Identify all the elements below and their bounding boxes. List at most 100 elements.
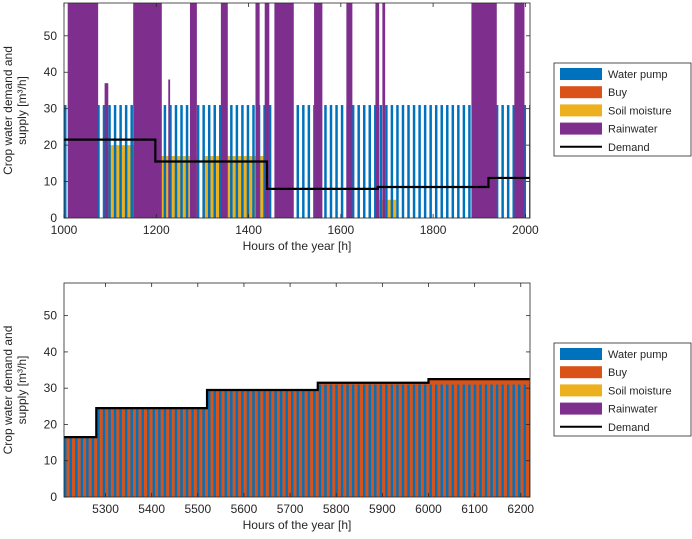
legend: Water pump Buy Soil moisture Rainwater Deman… xyxy=(553,62,692,157)
axes-box xyxy=(63,282,531,498)
y-tick-label: 30 xyxy=(44,102,58,116)
water-pump-pulse xyxy=(379,105,383,218)
water-pump-pulse xyxy=(407,105,410,218)
rainwater-band xyxy=(382,3,386,218)
water-pump-pulse xyxy=(451,384,455,497)
rainwater-band xyxy=(314,3,323,218)
water-pump-pulse xyxy=(429,105,432,218)
x-axis-label: Hours of the year [h] xyxy=(243,239,352,253)
water-pump-pulse xyxy=(396,384,399,497)
water-pump-pulse xyxy=(512,384,515,497)
water-pump-pulse xyxy=(124,408,128,497)
legend-swatch-rainwater xyxy=(560,122,602,135)
water-pump-pulse xyxy=(401,105,405,218)
water-pump-pulse xyxy=(207,390,211,497)
water-pump-pulse xyxy=(329,384,333,497)
water-pump-pulse xyxy=(241,390,244,497)
water-pump-pulse xyxy=(324,105,327,218)
x-tick-label: 5300 xyxy=(92,502,119,516)
water-pump-pulse xyxy=(418,105,421,218)
water-pump-pulse xyxy=(324,384,327,497)
water-pump-pulse xyxy=(119,408,122,497)
water-pump-pulse xyxy=(97,408,100,497)
water-pump-pulse xyxy=(374,105,377,218)
water-pump-pulse xyxy=(529,384,530,497)
water-pump-pulse xyxy=(462,384,466,497)
water-pump-pulse xyxy=(335,105,338,218)
water-pump-pulse xyxy=(379,384,383,497)
y-tick-label: 50 xyxy=(44,29,58,43)
water-pump-pulse xyxy=(64,105,67,218)
y-tick-label: 10 xyxy=(44,454,58,468)
legend-label: Soil moisture xyxy=(608,105,672,117)
water-pump-pulse xyxy=(523,105,527,218)
water-pump-pulse xyxy=(130,408,133,497)
water-pump-pulse xyxy=(440,384,443,497)
water-pump-pulse xyxy=(185,408,189,497)
legend-label: Water pump xyxy=(608,349,668,361)
water-pump-pulse xyxy=(246,390,250,497)
water-pump-pulse xyxy=(102,105,106,218)
water-pump-pulse xyxy=(296,105,300,218)
water-pump-pulse xyxy=(512,105,515,218)
water-pump-pulse xyxy=(368,105,372,218)
water-pump-pulse xyxy=(346,384,349,497)
rainwater-band xyxy=(220,3,228,218)
x-tick-label: 1600 xyxy=(327,223,354,237)
water-pump-pulse xyxy=(501,384,504,497)
water-pump-pulse xyxy=(429,384,432,497)
legend-label: Demand xyxy=(608,142,650,154)
water-pump-pulse xyxy=(484,384,488,497)
x-tick-label: 6000 xyxy=(415,502,442,516)
water-pump-pulse xyxy=(462,105,466,218)
water-pump-pulse xyxy=(457,384,460,497)
water-pump-pulse xyxy=(495,105,499,218)
water-pump-pulse xyxy=(313,390,316,497)
y-tick-label: 0 xyxy=(50,490,57,504)
rainwater-band xyxy=(264,3,270,218)
rainwater-band xyxy=(471,3,497,218)
legend-swatch-soil-moisture xyxy=(560,104,602,117)
x-tick-label: 1000 xyxy=(51,223,78,237)
water-pump-pulse xyxy=(374,384,377,497)
water-pump-pulse xyxy=(291,390,294,497)
water-pump-pulse xyxy=(174,408,178,497)
water-pump-pulse xyxy=(257,390,261,497)
water-pump-pulse xyxy=(446,384,449,497)
y-axis-label: Crop water demand and xyxy=(1,46,15,175)
legend-label: Rainwater xyxy=(608,124,658,136)
water-pump-pulse xyxy=(490,384,493,497)
y-tick-label: 30 xyxy=(44,381,58,395)
x-tick-label: 1400 xyxy=(235,223,262,237)
legend: Water pump Buy Soil moisture Rainwater Deman… xyxy=(553,342,692,437)
y-axis-label: supply [m³/h] xyxy=(15,76,29,145)
rainwater-band xyxy=(514,3,525,218)
x-tick-label: 6200 xyxy=(507,502,534,516)
water-pump-pulse xyxy=(169,408,172,497)
water-pump-pulse xyxy=(385,384,388,497)
water-pump-pulse xyxy=(124,105,128,218)
water-pump-pulse xyxy=(141,408,145,497)
water-pump-pulse xyxy=(152,408,156,497)
water-pump-pulse xyxy=(180,408,183,497)
rainwater-band xyxy=(255,3,260,218)
water-pump-pulse xyxy=(113,408,117,497)
water-pump-pulse xyxy=(506,105,510,218)
water-pump-pulse xyxy=(69,437,73,497)
x-axis-label: Hours of the year [h] xyxy=(243,518,352,532)
water-pump-pulse xyxy=(235,390,239,497)
water-pump-pulse xyxy=(396,105,399,218)
water-pump-pulse xyxy=(351,105,355,218)
y-tick-label: 0 xyxy=(50,211,57,225)
water-pump-pulse xyxy=(296,390,300,497)
x-tick-label: 6100 xyxy=(461,502,488,516)
water-pump-pulse xyxy=(423,384,427,497)
legend-label: Demand xyxy=(608,422,650,434)
water-pump-pulse xyxy=(362,105,366,218)
water-pump-pulse xyxy=(113,105,117,218)
water-pump-pulse xyxy=(401,384,405,497)
water-pump-pulse xyxy=(368,384,372,497)
axes-box xyxy=(63,2,531,219)
water-pump-pulse xyxy=(279,390,283,497)
water-pump-pulse xyxy=(97,105,100,218)
